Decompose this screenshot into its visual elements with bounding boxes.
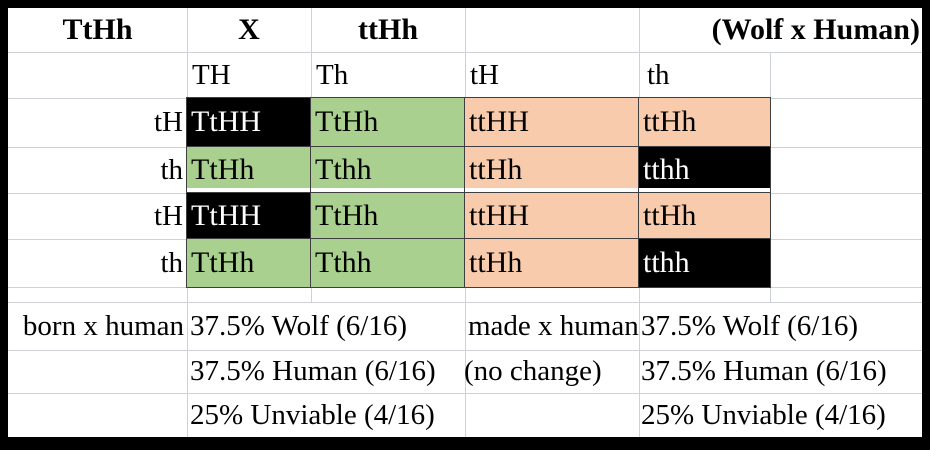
punnett-cell[interactable]: TtHH [187,193,310,238]
gridline [311,287,312,302]
cell-parent-left-genotype[interactable]: TtHh [62,13,133,46]
gridline [639,287,640,437]
cell-row-gamete-4[interactable]: th [160,247,183,279]
punnett-cell[interactable]: ttHh [639,98,770,146]
cell-summary-left-human[interactable]: 37.5% Human (6/16) [190,355,436,387]
punnett-cell[interactable]: Tthh [311,147,464,192]
gridline [311,8,312,98]
gridline [770,52,771,98]
cell-row-gamete-2[interactable]: th [160,154,183,186]
punnett-cell[interactable]: tthh [639,239,770,287]
cell-row-gamete-3[interactable]: tH [154,200,183,232]
cell-summary-right-human[interactable]: 37.5% Human (6/16) [641,355,887,387]
cell-col-gamete-2[interactable]: Th [316,59,349,91]
cell-summary-right-unviable[interactable]: 25% Unviable (4/16) [641,399,886,431]
gridline [770,287,771,302]
gridline [639,8,640,98]
cell-summary-left-wolf[interactable]: 37.5% Wolf (6/16) [190,310,408,342]
cell-col-gamete-1[interactable]: TH [192,59,231,91]
cell-row-gamete-1[interactable]: tH [154,106,183,138]
punnett-cell[interactable]: ttHh [639,193,770,238]
gridline [465,8,466,98]
punnett-cell[interactable]: ttHH [465,193,638,238]
cell-summary-right-wolf[interactable]: 37.5% Wolf (6/16) [641,310,859,342]
punnett-cell[interactable]: TtHh [187,147,310,192]
punnett-cell[interactable]: ttHH [465,98,638,146]
punnett-cell[interactable]: TtHh [311,98,464,146]
punnett-cell[interactable]: TtHh [187,239,310,287]
punnett-cell[interactable]: ttHh [465,147,638,192]
cell-summary-right-note[interactable]: (no change) [464,355,602,387]
punnett-grid: TtHH TtHh ttHH ttHh TtHh Tthh ttHh tthh … [186,97,771,288]
cell-cross-note[interactable]: (Wolf x Human) [711,13,920,46]
cell-summary-left-label[interactable]: born x human [22,310,184,342]
cell-parent-right-genotype[interactable]: ttHh [358,13,418,46]
punnett-cell[interactable]: tthh [639,147,770,192]
punnett-cell[interactable]: ttHh [465,239,638,287]
spreadsheet-sheet: TtHh X ttHh (Wolf x Human) TH Th tH th t… [8,8,922,437]
gridline [465,287,466,437]
punnett-cell[interactable]: TtHH [187,98,310,146]
cell-summary-left-unviable[interactable]: 25% Unviable (4/16) [190,399,435,431]
cell-col-gamete-4[interactable]: th [647,59,670,91]
punnett-cell[interactable]: TtHh [311,193,464,238]
punnett-cell[interactable]: Tthh [311,239,464,287]
cell-col-gamete-3[interactable]: tH [470,59,499,91]
cell-summary-right-label[interactable]: made x human [468,310,639,342]
cell-cross-symbol[interactable]: X [238,13,260,46]
